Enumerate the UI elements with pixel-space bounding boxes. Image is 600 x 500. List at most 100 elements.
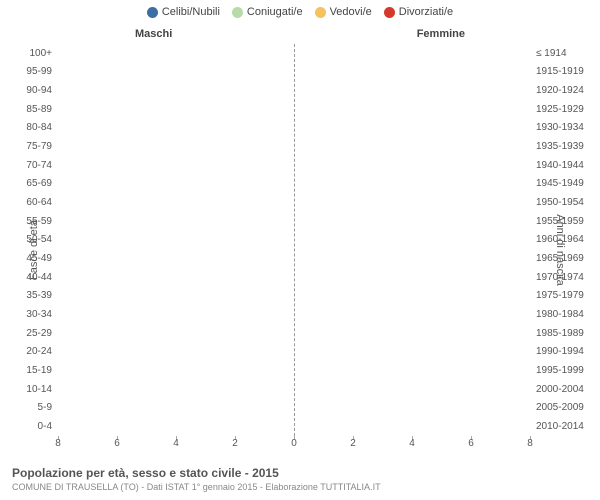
table-row: 35-391975-1979 bbox=[58, 287, 530, 306]
legend-item: Divorziati/e bbox=[384, 6, 453, 18]
male-half bbox=[58, 63, 294, 82]
legend-item: Celibi/Nubili bbox=[147, 6, 220, 18]
female-half bbox=[294, 324, 530, 343]
legend-swatch bbox=[147, 7, 158, 18]
age-label: 80-84 bbox=[26, 122, 52, 133]
x-tick-label: 6 bbox=[468, 438, 474, 449]
table-row: 0-42010-2014 bbox=[58, 417, 530, 436]
birth-label: 1985-1989 bbox=[536, 328, 584, 339]
legend-item: Vedovi/e bbox=[315, 6, 372, 18]
female-half bbox=[294, 193, 530, 212]
table-row: 90-941920-1924 bbox=[58, 81, 530, 100]
table-row: 25-291985-1989 bbox=[58, 324, 530, 343]
male-half bbox=[58, 305, 294, 324]
table-row: 75-791935-1939 bbox=[58, 137, 530, 156]
birth-label: 1980-1984 bbox=[536, 309, 584, 320]
female-half bbox=[294, 268, 530, 287]
birth-label: 1960-1964 bbox=[536, 234, 584, 245]
female-half bbox=[294, 287, 530, 306]
age-label: 100+ bbox=[29, 48, 52, 59]
table-row: 40-441970-1974 bbox=[58, 268, 530, 287]
male-half bbox=[58, 268, 294, 287]
female-half bbox=[294, 119, 530, 138]
female-half bbox=[294, 305, 530, 324]
age-label: 35-39 bbox=[26, 290, 52, 301]
table-row: 30-341980-1984 bbox=[58, 305, 530, 324]
birth-label: 1970-1974 bbox=[536, 272, 584, 283]
age-label: 70-74 bbox=[26, 160, 52, 171]
male-half bbox=[58, 287, 294, 306]
header-female: Femmine bbox=[417, 28, 465, 40]
legend-swatch bbox=[232, 7, 243, 18]
male-half bbox=[58, 417, 294, 436]
female-half bbox=[294, 380, 530, 399]
birth-label: 1915-1919 bbox=[536, 66, 584, 77]
birth-label: 2010-2014 bbox=[536, 421, 584, 432]
birth-label: 2000-2004 bbox=[536, 384, 584, 395]
female-half bbox=[294, 399, 530, 418]
birth-label: 1995-1999 bbox=[536, 365, 584, 376]
age-label: 30-34 bbox=[26, 309, 52, 320]
x-tick-label: 4 bbox=[173, 438, 179, 449]
male-half bbox=[58, 324, 294, 343]
age-label: 55-59 bbox=[26, 216, 52, 227]
male-half bbox=[58, 81, 294, 100]
male-half bbox=[58, 212, 294, 231]
age-label: 90-94 bbox=[26, 85, 52, 96]
age-label: 65-69 bbox=[26, 178, 52, 189]
male-half bbox=[58, 100, 294, 119]
x-tick-label: 0 bbox=[291, 438, 297, 449]
male-half bbox=[58, 119, 294, 138]
table-row: 55-591955-1959 bbox=[58, 212, 530, 231]
table-row: 10-142000-2004 bbox=[58, 380, 530, 399]
birth-label: 1955-1959 bbox=[536, 216, 584, 227]
population-pyramid-chart: Celibi/Nubili Coniugati/e Vedovi/e Divorzia… bbox=[0, 0, 600, 500]
table-row: 80-841930-1934 bbox=[58, 119, 530, 138]
birth-label: 1925-1929 bbox=[536, 104, 584, 115]
age-label: 0-4 bbox=[38, 421, 52, 432]
x-tick-label: 8 bbox=[527, 438, 533, 449]
table-row: 100+≤ 1914 bbox=[58, 44, 530, 63]
birth-label: 1945-1949 bbox=[536, 178, 584, 189]
legend-swatch bbox=[384, 7, 395, 18]
header-male: Maschi bbox=[135, 28, 172, 40]
plot-area: 100+≤ 191495-991915-191990-941920-192485… bbox=[58, 44, 530, 436]
birth-label: 1940-1944 bbox=[536, 160, 584, 171]
legend-label: Celibi/Nubili bbox=[162, 6, 220, 18]
chart-footer: Popolazione per età, sesso e stato civil… bbox=[12, 466, 588, 492]
age-label: 15-19 bbox=[26, 365, 52, 376]
legend-label: Coniugati/e bbox=[247, 6, 303, 18]
birth-label: 1990-1994 bbox=[536, 346, 584, 357]
table-row: 5-92005-2009 bbox=[58, 399, 530, 418]
legend-item: Coniugati/e bbox=[232, 6, 303, 18]
table-row: 60-641950-1954 bbox=[58, 193, 530, 212]
x-tick-label: 4 bbox=[409, 438, 415, 449]
table-row: 50-541960-1964 bbox=[58, 231, 530, 250]
age-label: 20-24 bbox=[26, 346, 52, 357]
table-row: 65-691945-1949 bbox=[58, 175, 530, 194]
age-label: 45-49 bbox=[26, 253, 52, 264]
age-label: 95-99 bbox=[26, 66, 52, 77]
chart-title: Popolazione per età, sesso e stato civil… bbox=[12, 466, 588, 480]
male-half bbox=[58, 361, 294, 380]
birth-label: 1930-1934 bbox=[536, 122, 584, 133]
x-tick-label: 2 bbox=[232, 438, 238, 449]
age-label: 50-54 bbox=[26, 234, 52, 245]
male-half bbox=[58, 343, 294, 362]
male-half bbox=[58, 156, 294, 175]
x-axis: 864202468 bbox=[58, 438, 530, 452]
male-half bbox=[58, 44, 294, 63]
table-row: 20-241990-1994 bbox=[58, 343, 530, 362]
age-label: 85-89 bbox=[26, 104, 52, 115]
x-tick-label: 6 bbox=[114, 438, 120, 449]
male-half bbox=[58, 380, 294, 399]
female-half bbox=[294, 63, 530, 82]
female-half bbox=[294, 249, 530, 268]
age-label: 5-9 bbox=[38, 402, 52, 413]
birth-label: ≤ 1914 bbox=[536, 48, 567, 59]
male-half bbox=[58, 175, 294, 194]
female-half bbox=[294, 361, 530, 380]
x-tick-label: 8 bbox=[55, 438, 61, 449]
birth-label: 1920-1924 bbox=[536, 85, 584, 96]
legend-label: Vedovi/e bbox=[330, 6, 372, 18]
